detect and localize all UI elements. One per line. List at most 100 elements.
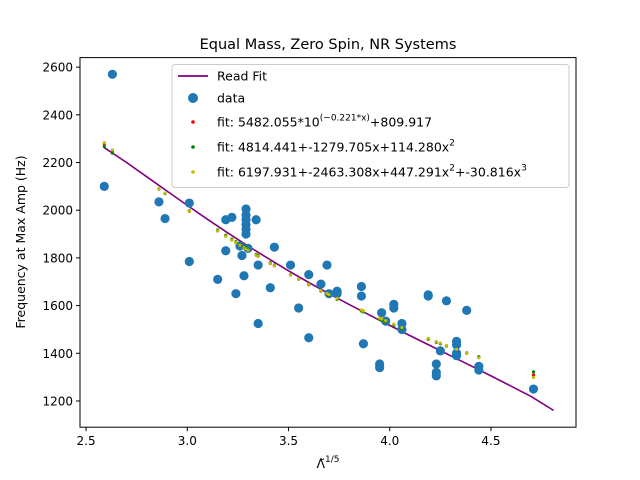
- fit-cubic-point: [465, 352, 468, 355]
- fit-cubic-point: [230, 238, 233, 241]
- data-point: [254, 260, 263, 269]
- fit-quad-point: [111, 152, 114, 155]
- data-point: [237, 251, 246, 260]
- legend-label-text: +809.917: [370, 115, 432, 130]
- data-point: [316, 280, 325, 289]
- fit-cubic-point: [216, 229, 219, 232]
- x-tick-label: 2.5: [77, 434, 96, 448]
- y-tick-label: 2400: [42, 108, 73, 122]
- data-point: [389, 303, 398, 312]
- fit-cubic-point: [427, 337, 430, 340]
- fit-cubic-point: [273, 264, 276, 267]
- data-point: [185, 257, 194, 266]
- data-point: [241, 229, 250, 238]
- legend-data-marker: [188, 93, 198, 103]
- fit-cubic-point: [336, 297, 339, 300]
- data-point: [432, 359, 441, 368]
- data-point: [357, 282, 366, 291]
- fit-cubic-point: [362, 309, 365, 312]
- data-point: [185, 198, 194, 207]
- legend-label: data: [217, 91, 245, 106]
- data-point: [529, 384, 538, 393]
- chart-title: Equal Mass, Zero Spin, NR Systems: [200, 37, 457, 53]
- y-tick-label: 2200: [42, 156, 73, 170]
- data-point: [452, 351, 461, 360]
- legend-label: Read Fit: [217, 69, 267, 84]
- legend-label-superscript: (−0.221*x): [320, 114, 370, 124]
- fit-cubic-point: [435, 340, 438, 343]
- data-point: [304, 270, 313, 279]
- y-tick-label: 1600: [42, 299, 73, 313]
- legend-fit_cubic-marker: [191, 170, 195, 174]
- fit-cubic-point: [234, 241, 237, 244]
- data-point: [436, 346, 445, 355]
- fit-cubic-point: [103, 141, 106, 144]
- fit-cubic-point: [445, 344, 448, 347]
- data-point: [322, 260, 331, 269]
- data-point: [442, 296, 451, 305]
- data-point: [357, 291, 366, 300]
- data-point: [377, 308, 386, 317]
- data-point: [108, 70, 117, 79]
- fit-cubic-point: [246, 249, 249, 252]
- data-point: [286, 260, 295, 269]
- fit-cubic-point: [297, 277, 300, 280]
- y-tick-label: 2600: [42, 61, 73, 75]
- legend-label-text: data: [217, 91, 245, 106]
- data-point: [474, 365, 483, 374]
- fit-cubic-point: [163, 192, 166, 195]
- fit-quad-point: [103, 145, 106, 148]
- y-tick-label: 1400: [42, 347, 73, 361]
- data-point: [270, 243, 279, 252]
- data-point: [221, 246, 230, 255]
- legend-label-text: fit: 5482.055*10: [217, 115, 320, 130]
- y-tick-label: 1800: [42, 251, 73, 265]
- legend: Read Fit data fit: 5482.055*10(−0.221*x)+8…: [172, 65, 569, 188]
- data-point: [239, 271, 248, 280]
- legend-label-text: fit: 6197.931+-2463.308x+447.291x: [217, 165, 449, 180]
- x-tick-label: 4.5: [481, 434, 500, 448]
- fit-cubic-point: [307, 283, 310, 286]
- data-point: [252, 215, 261, 224]
- data-point: [227, 213, 236, 222]
- legend-label-text: fit: 4814.441+-1279.705x+114.280x: [217, 140, 449, 155]
- data-point: [359, 339, 368, 348]
- x-tick-label: 4.0: [380, 434, 399, 448]
- data-point: [154, 197, 163, 206]
- fit-cubic-point: [380, 317, 383, 320]
- fit-cubic-point: [269, 262, 272, 265]
- fit-cubic-point: [327, 293, 330, 296]
- data-point: [266, 283, 275, 292]
- x-tick-label: 3.0: [178, 434, 197, 448]
- data-point: [213, 275, 222, 284]
- data-point: [231, 289, 240, 298]
- data-point: [294, 303, 303, 312]
- legend-label: fit: 4814.441+-1279.705x+114.280x2: [217, 139, 455, 155]
- legend-fit_quad-marker: [191, 145, 195, 149]
- y-axis-label: Frequency at Max Amp (Hz): [13, 155, 28, 328]
- data-point: [424, 291, 433, 300]
- fit-cubic-point: [400, 326, 403, 329]
- data-point: [254, 319, 263, 328]
- fit-cubic-point: [392, 323, 395, 326]
- fit-cubic-point: [224, 235, 227, 238]
- fit-cubic-point: [455, 348, 458, 351]
- fit-cubic-point: [532, 376, 535, 379]
- data-point: [432, 371, 441, 380]
- fit-cubic-point: [319, 289, 322, 292]
- data-point: [462, 306, 471, 315]
- data-point: [375, 363, 384, 372]
- fit-quad-point: [532, 370, 535, 373]
- legend-label-text: +-30.816x: [455, 165, 521, 180]
- legend-label: fit: 6197.931+-2463.308x+447.291x2+-30.8…: [217, 164, 527, 180]
- fit-cubic-point: [111, 148, 114, 151]
- data-point: [100, 182, 109, 191]
- fit-cubic-point: [384, 319, 387, 322]
- legend-label-superscript: 3: [521, 164, 527, 174]
- fit-cubic-point: [477, 356, 480, 359]
- y-tick-label: 1200: [42, 394, 73, 408]
- fit-cubic-point: [439, 342, 442, 345]
- legend-label-text: Read Fit: [217, 69, 267, 84]
- fit-cubic-point: [257, 255, 260, 258]
